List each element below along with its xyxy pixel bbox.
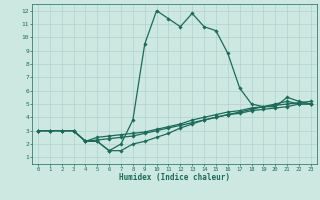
X-axis label: Humidex (Indice chaleur): Humidex (Indice chaleur) [119,173,230,182]
